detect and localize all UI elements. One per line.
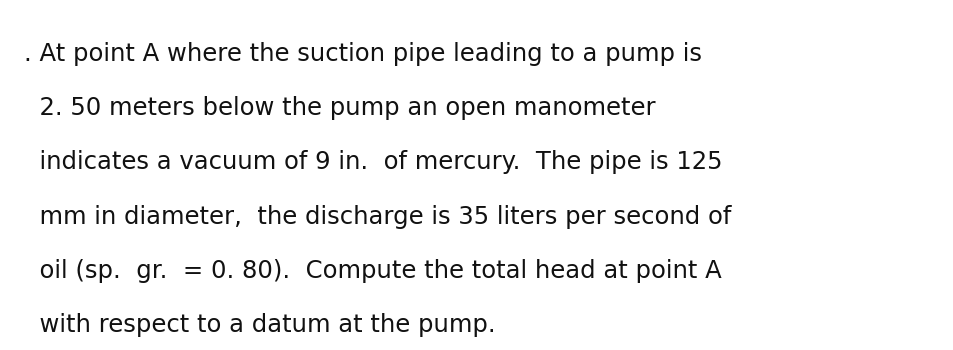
- Text: mm in diameter,  the discharge is 35 liters per second of: mm in diameter, the discharge is 35 lite…: [24, 205, 730, 229]
- Text: 2. 50 meters below the pump an open manometer: 2. 50 meters below the pump an open mano…: [24, 96, 655, 120]
- Text: . At point A where the suction pipe leading to a pump is: . At point A where the suction pipe lead…: [24, 42, 701, 66]
- Text: indicates a vacuum of 9 in.  of mercury.  The pipe is 125: indicates a vacuum of 9 in. of mercury. …: [24, 150, 721, 175]
- Text: oil (sp.  gr.  = 0. 80).  Compute the total head at point A: oil (sp. gr. = 0. 80). Compute the total…: [24, 259, 720, 283]
- Text: with respect to a datum at the pump.: with respect to a datum at the pump.: [24, 313, 495, 337]
